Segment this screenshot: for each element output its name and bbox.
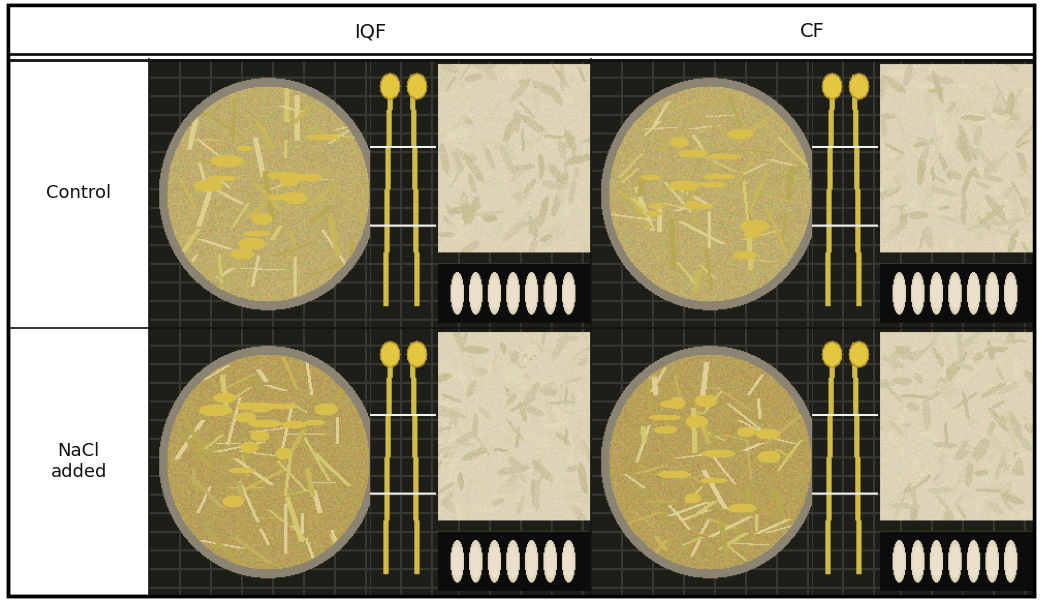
- Text: CF: CF: [800, 22, 825, 41]
- Text: IQF: IQF: [354, 22, 387, 41]
- Text: NaCl
added: NaCl added: [50, 442, 107, 481]
- Text: Control: Control: [46, 185, 111, 202]
- Bar: [8, 5, 1034, 59]
